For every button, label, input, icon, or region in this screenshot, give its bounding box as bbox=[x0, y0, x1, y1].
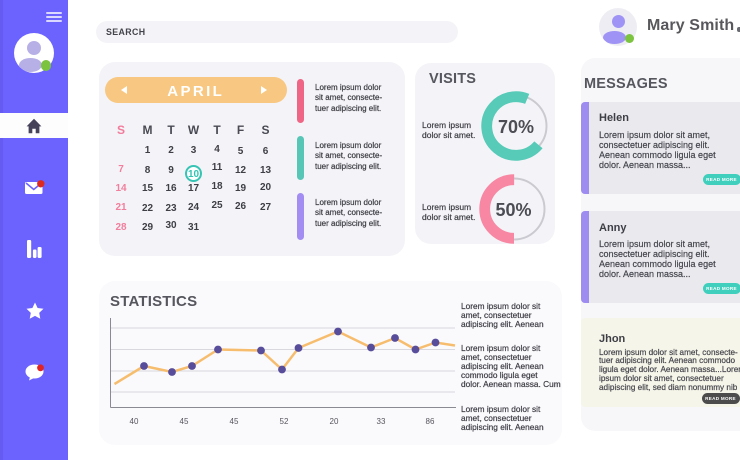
svg-text:20: 20 bbox=[330, 417, 339, 426]
svg-text:86: 86 bbox=[426, 417, 435, 426]
svg-text:52: 52 bbox=[280, 417, 289, 426]
svg-text:45: 45 bbox=[230, 417, 239, 426]
svg-text:33: 33 bbox=[377, 417, 386, 426]
svg-text:40: 40 bbox=[130, 417, 139, 426]
svg-text:45: 45 bbox=[180, 417, 189, 426]
